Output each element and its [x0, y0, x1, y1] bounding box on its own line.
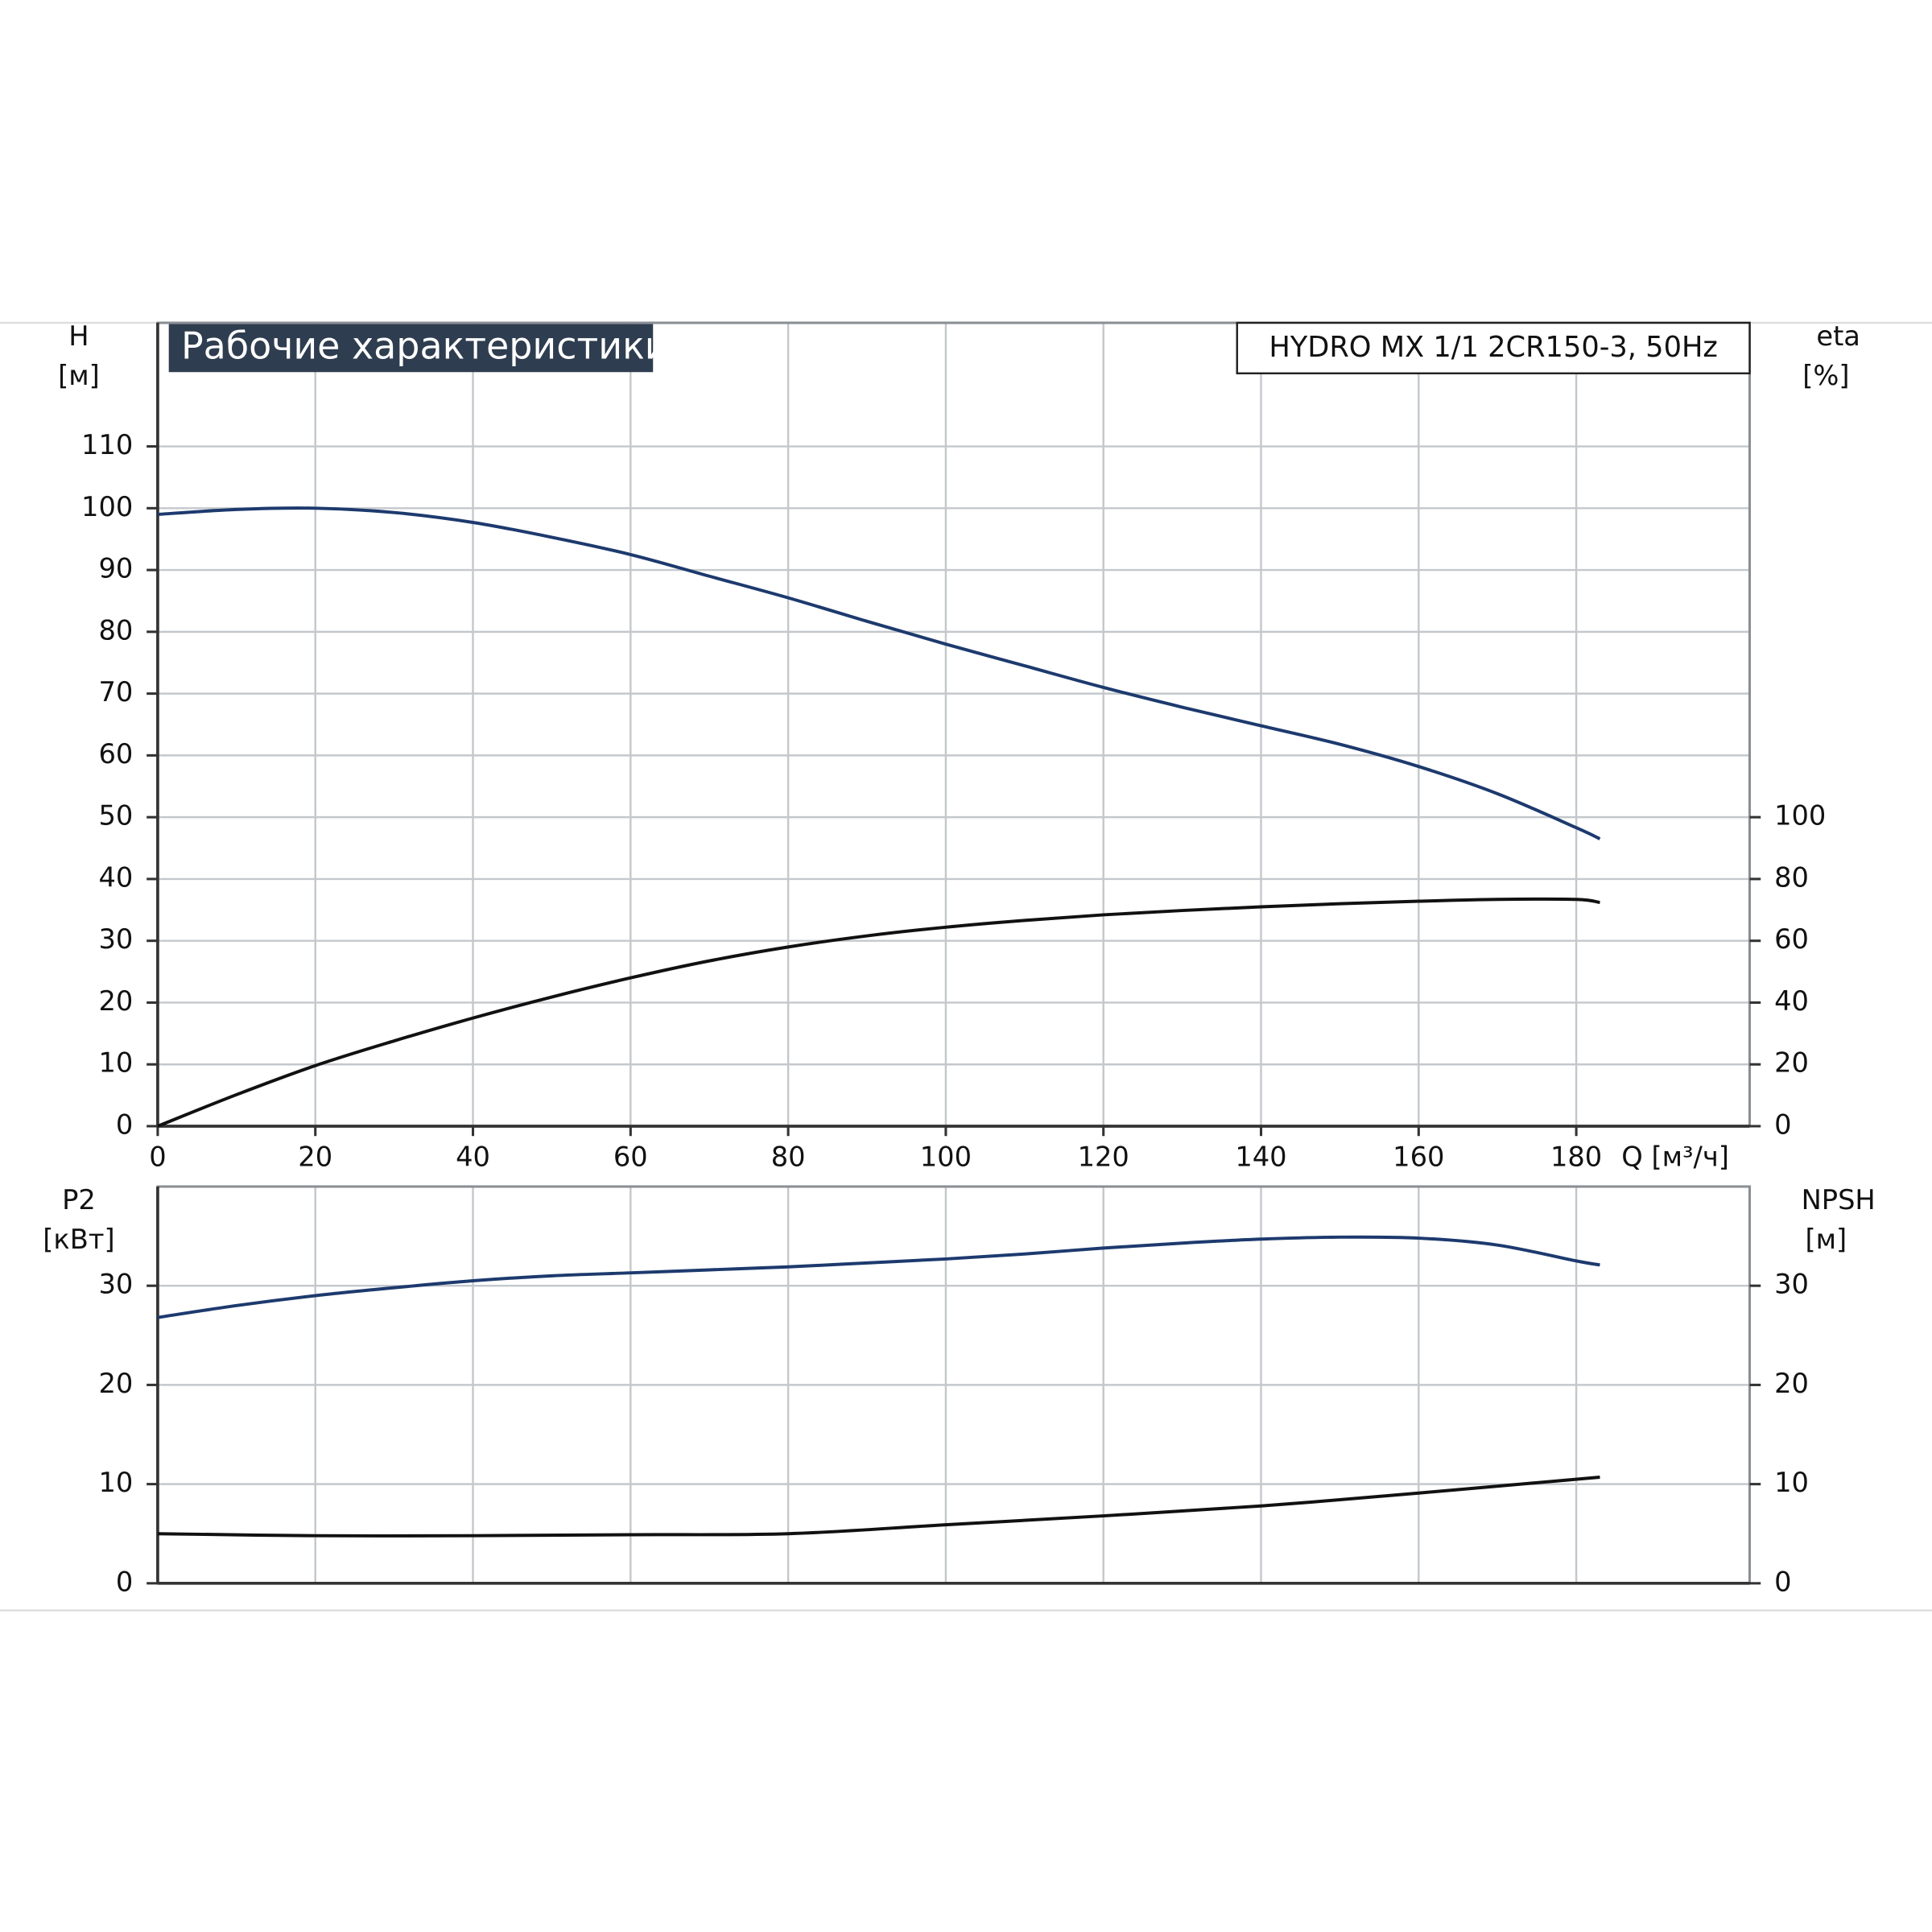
- y2-axis-unit: [%]: [1802, 360, 1849, 391]
- y-tick-label: 110: [81, 429, 133, 460]
- y2-tick-label: 30: [1774, 1269, 1809, 1300]
- y2-axis-label: NPSH: [1802, 1184, 1876, 1216]
- x-tick-label: 80: [771, 1141, 806, 1172]
- curve-p2: [157, 1235, 1600, 1319]
- chart-subtitle: HYDRO MX 1/1 2CR150-3, 50Hz: [1269, 331, 1718, 364]
- y-tick-label: 40: [98, 861, 133, 893]
- x-tick-label: 180: [1550, 1141, 1602, 1172]
- x-tick-label: 120: [1078, 1141, 1129, 1172]
- y-tick-label: 60: [98, 738, 133, 770]
- y2-tick-label: 100: [1774, 800, 1826, 832]
- y2-tick-label: 10: [1774, 1467, 1809, 1498]
- y-tick-label: 50: [98, 800, 133, 832]
- y-tick-label: 10: [98, 1047, 133, 1079]
- x-tick-label: 0: [149, 1141, 166, 1172]
- x-tick-label: 140: [1235, 1141, 1286, 1172]
- chart-title: Рабочие характеристики: [181, 324, 669, 368]
- x-tick-label: 60: [613, 1141, 648, 1172]
- y-axis-unit: [кВт]: [43, 1224, 114, 1255]
- curve-h: [157, 506, 1601, 840]
- y-tick-label: 30: [98, 923, 133, 955]
- y2-tick-label: 40: [1774, 985, 1809, 1017]
- x-tick-label: 160: [1393, 1141, 1444, 1172]
- y2-axis-label: eta: [1816, 320, 1860, 352]
- y2-tick-label: 60: [1774, 923, 1809, 955]
- y-tick-label: 90: [98, 553, 133, 584]
- curve-eta: [157, 897, 1600, 1128]
- y-tick-label: 80: [98, 614, 133, 646]
- y-tick-label: 70: [98, 676, 133, 708]
- x-axis-label: Q [м³/ч]: [1621, 1141, 1729, 1172]
- y-tick-label: 30: [98, 1269, 133, 1300]
- y2-tick-label: 20: [1774, 1047, 1809, 1079]
- y2-tick-label: 0: [1774, 1566, 1791, 1597]
- x-tick-label: 100: [920, 1141, 972, 1172]
- y2-tick-label: 0: [1774, 1108, 1791, 1140]
- title-box: [168, 324, 654, 373]
- y-tick-label: 100: [81, 491, 133, 522]
- curve-npsh: [157, 1476, 1600, 1538]
- y2-tick-label: 80: [1774, 861, 1809, 893]
- y-tick-label: 0: [116, 1566, 133, 1597]
- y-tick-label: 10: [98, 1467, 133, 1498]
- x-tick-label: 20: [298, 1141, 332, 1172]
- plot-frame: [156, 321, 1751, 1128]
- y-tick-label: 0: [116, 1108, 133, 1140]
- y-axis-label: H: [68, 320, 89, 352]
- y2-axis-unit: [м]: [1806, 1224, 1847, 1255]
- model-box: [1236, 321, 1751, 374]
- y2-tick-label: 20: [1774, 1368, 1809, 1399]
- y-tick-label: 20: [98, 1368, 133, 1399]
- y-tick-label: 20: [98, 985, 133, 1017]
- y-axis-label: P2: [62, 1184, 96, 1216]
- y-axis-unit: [м]: [58, 360, 100, 391]
- x-tick-label: 40: [456, 1141, 490, 1172]
